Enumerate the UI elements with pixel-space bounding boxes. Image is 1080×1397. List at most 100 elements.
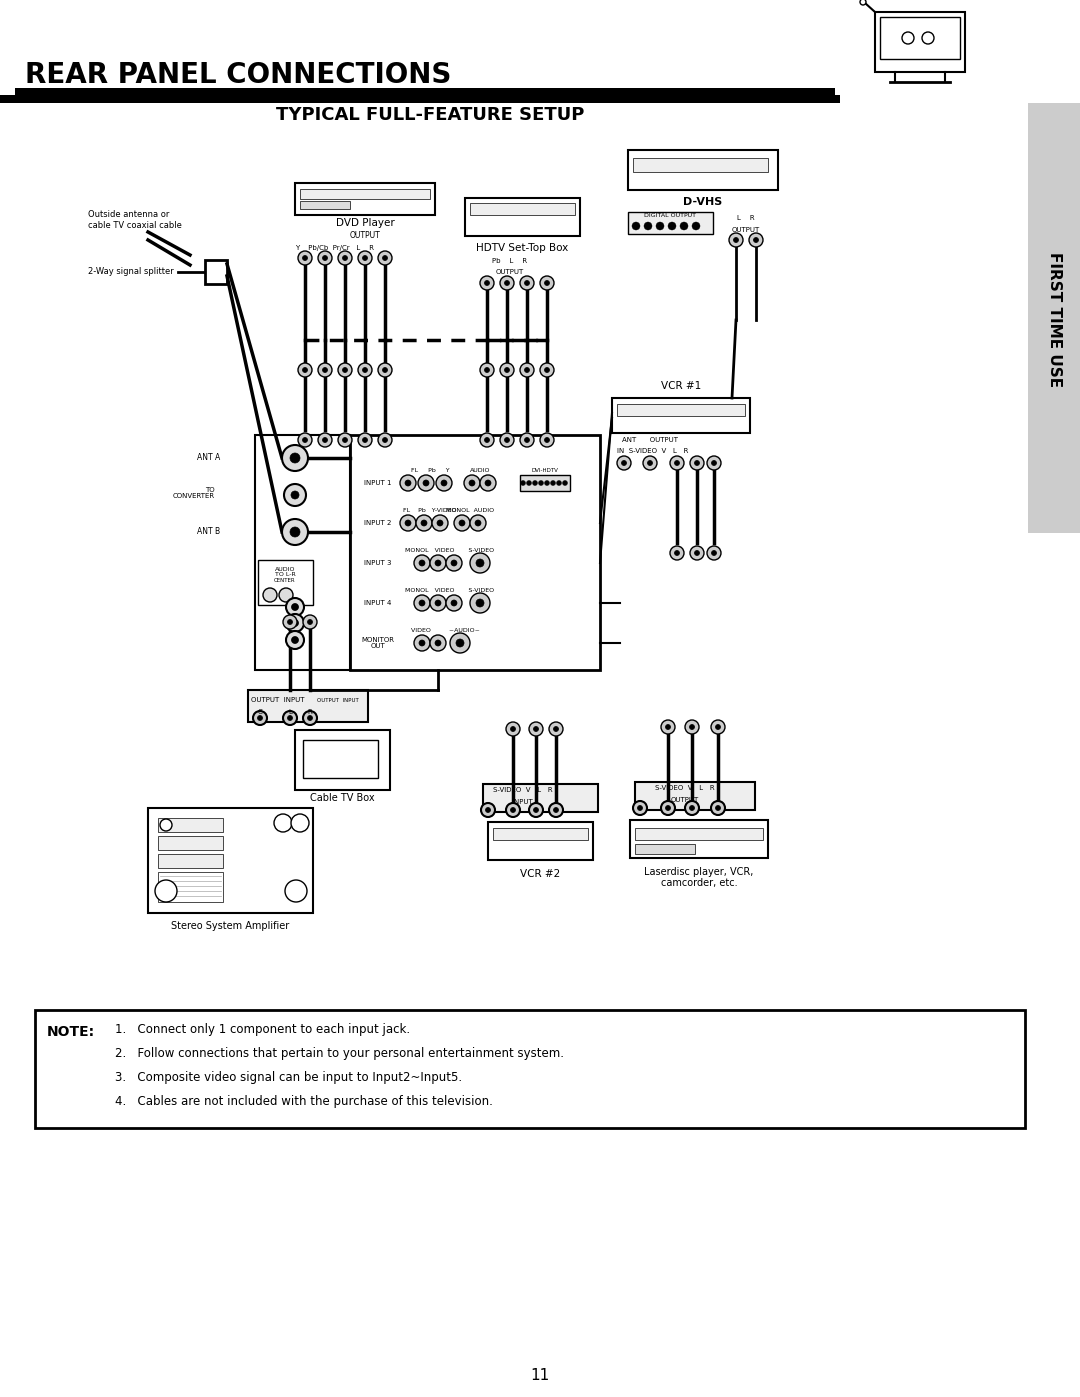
Text: Pb    L    R: Pb L R [492, 258, 527, 264]
Circle shape [690, 455, 704, 469]
Text: DVI-HDTV: DVI-HDTV [531, 468, 558, 474]
Circle shape [511, 726, 515, 732]
Circle shape [400, 515, 416, 531]
Bar [617, 404, 745, 416]
Circle shape [475, 520, 481, 527]
Circle shape [291, 527, 300, 536]
Text: D-VHS: D-VHS [684, 197, 723, 207]
Circle shape [476, 559, 484, 567]
Circle shape [669, 222, 676, 231]
Circle shape [504, 367, 510, 373]
Text: OUTPUT: OUTPUT [671, 798, 699, 803]
Circle shape [291, 814, 309, 833]
Circle shape [338, 251, 352, 265]
Circle shape [540, 433, 554, 447]
Circle shape [274, 814, 292, 833]
Text: IN  S-VIDEO  V   L   R: IN S-VIDEO V L R [617, 448, 688, 454]
Circle shape [160, 819, 172, 831]
Circle shape [264, 588, 276, 602]
Text: OUTPUT: OUTPUT [732, 226, 760, 233]
Circle shape [342, 367, 348, 373]
Circle shape [464, 475, 480, 490]
Bar [255, 434, 350, 671]
Circle shape [507, 803, 519, 817]
Text: INPUT: INPUT [513, 799, 534, 805]
Circle shape [689, 806, 694, 810]
Circle shape [291, 453, 300, 462]
Circle shape [694, 461, 700, 465]
Circle shape [421, 520, 427, 527]
Circle shape [860, 0, 866, 6]
Circle shape [303, 615, 318, 629]
Circle shape [525, 367, 529, 373]
Bar [635, 782, 755, 810]
Text: Stereo System Amplifier: Stereo System Amplifier [171, 921, 289, 930]
Bar [248, 690, 368, 722]
Circle shape [485, 281, 489, 285]
Circle shape [459, 520, 465, 527]
Circle shape [902, 32, 914, 43]
Bar [158, 872, 222, 902]
Circle shape [637, 806, 643, 810]
Circle shape [323, 367, 327, 373]
Bar [300, 189, 430, 198]
Circle shape [456, 638, 464, 647]
Circle shape [470, 553, 490, 573]
Circle shape [470, 515, 486, 531]
Circle shape [414, 595, 430, 610]
Text: camcorder, etc.: camcorder, etc. [661, 877, 738, 888]
Circle shape [416, 515, 432, 531]
Circle shape [432, 515, 448, 531]
Circle shape [534, 807, 539, 813]
Circle shape [540, 277, 554, 291]
Text: VCR #1: VCR #1 [661, 381, 701, 391]
Bar [148, 807, 313, 914]
Text: NOTE:: NOTE: [48, 1025, 95, 1039]
Circle shape [302, 367, 308, 373]
Circle shape [292, 619, 298, 626]
Bar [635, 844, 696, 854]
Text: FL     Pb     Y: FL Pb Y [410, 468, 449, 472]
Circle shape [451, 560, 457, 566]
Circle shape [507, 722, 519, 736]
Circle shape [480, 433, 494, 447]
Circle shape [485, 367, 489, 373]
Text: 3.   Composite video signal can be input to Input2~Input5.: 3. Composite video signal can be input t… [114, 1071, 462, 1084]
Text: ANT B: ANT B [197, 528, 220, 536]
Circle shape [715, 806, 720, 810]
Circle shape [378, 433, 392, 447]
Circle shape [285, 880, 307, 902]
Circle shape [414, 555, 430, 571]
Text: Laserdisc player, VCR,: Laserdisc player, VCR, [645, 868, 754, 877]
Circle shape [694, 550, 700, 556]
Circle shape [670, 546, 684, 560]
Circle shape [556, 481, 562, 486]
Text: INPUT 2: INPUT 2 [364, 520, 392, 527]
Text: MONOL   VIDEO       S-VIDEO: MONOL VIDEO S-VIDEO [405, 588, 495, 594]
Circle shape [286, 615, 303, 631]
Circle shape [418, 475, 434, 490]
Text: INPUT 4: INPUT 4 [364, 599, 392, 606]
Circle shape [633, 800, 647, 814]
Circle shape [529, 803, 543, 817]
Circle shape [156, 880, 177, 902]
Circle shape [511, 807, 515, 813]
Text: Outside antenna or
cable TV coaxial cable: Outside antenna or cable TV coaxial cabl… [87, 211, 181, 229]
Circle shape [712, 550, 716, 556]
Circle shape [733, 237, 739, 243]
Circle shape [527, 481, 531, 486]
Text: CENTER: CENTER [274, 577, 296, 583]
Bar [295, 731, 390, 789]
Circle shape [400, 475, 416, 490]
Circle shape [470, 592, 490, 613]
Text: MONITOR
OUT: MONITOR OUT [362, 637, 394, 650]
Circle shape [519, 277, 534, 291]
Circle shape [711, 719, 725, 733]
Bar [205, 260, 227, 284]
Bar [35, 1010, 1025, 1127]
Circle shape [544, 481, 550, 486]
Circle shape [504, 281, 510, 285]
Text: VIDEO         ~AUDIO~: VIDEO ~AUDIO~ [410, 629, 480, 633]
Circle shape [469, 481, 475, 486]
Circle shape [680, 222, 688, 231]
